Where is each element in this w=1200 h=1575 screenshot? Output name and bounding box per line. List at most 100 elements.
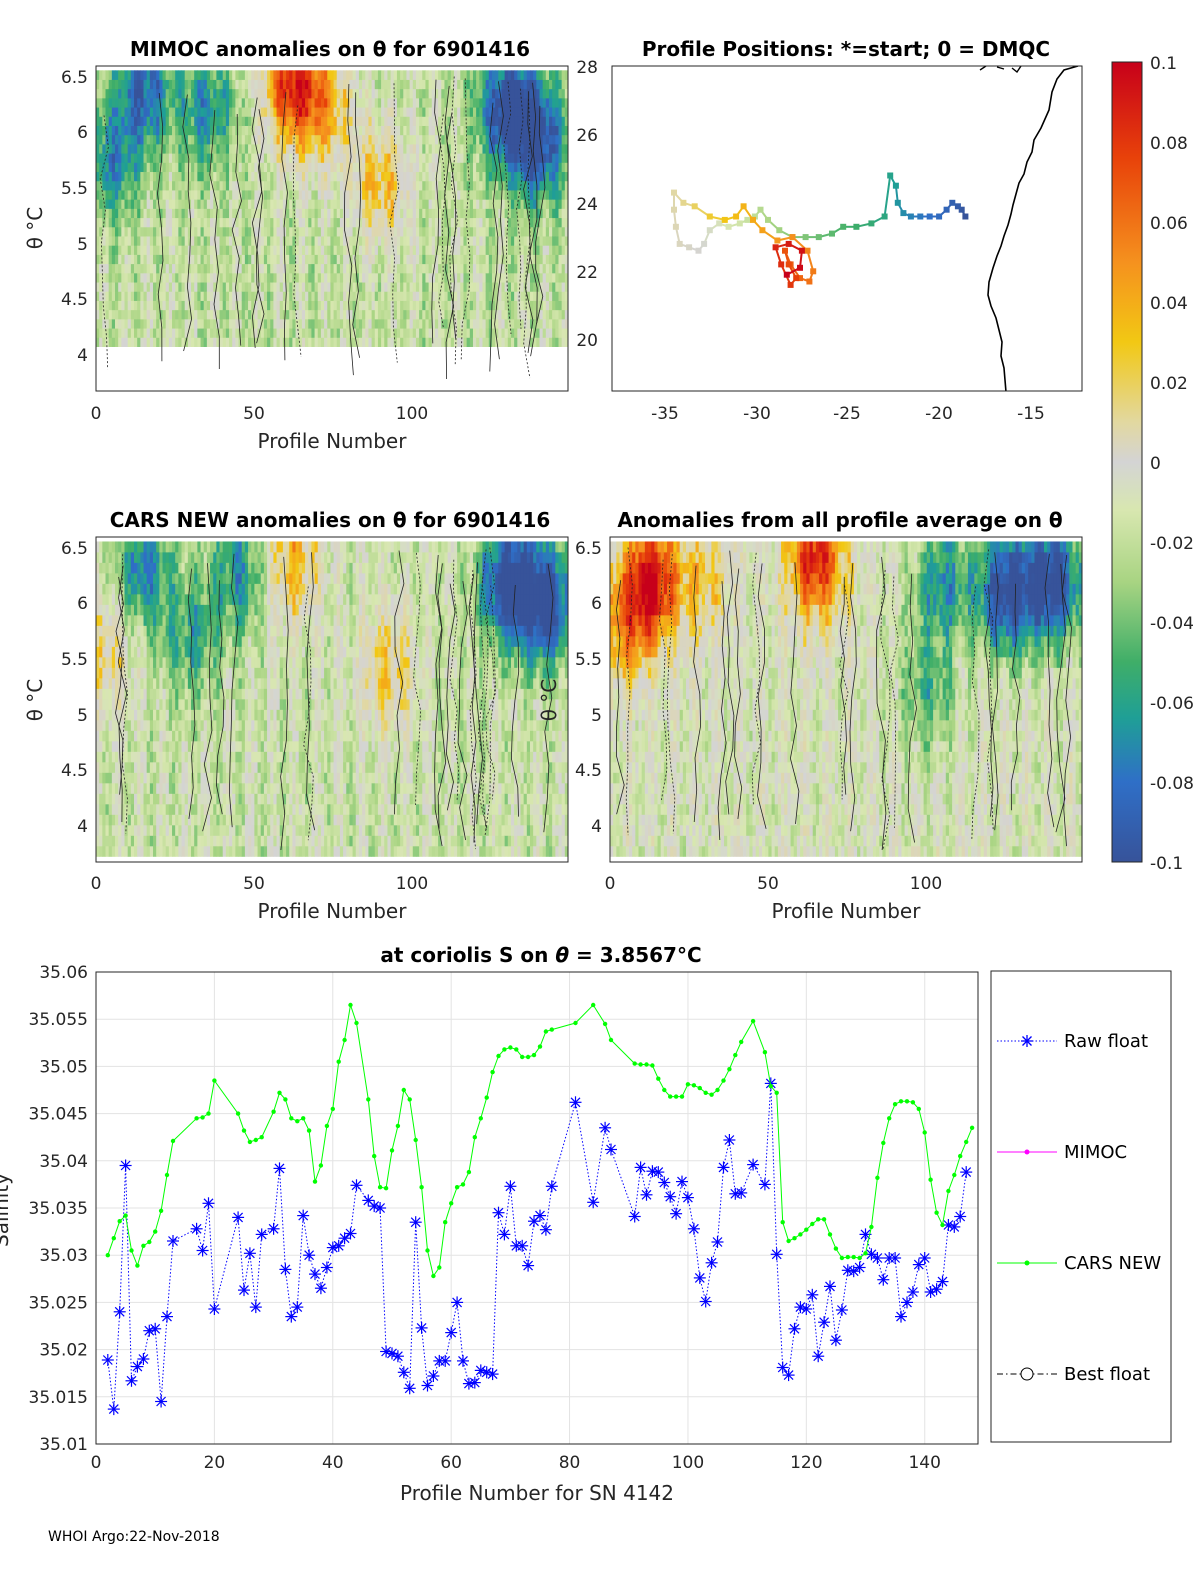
heatmap-cell <box>194 282 198 292</box>
heatmap-cell <box>146 254 151 265</box>
heatmap-cell <box>561 180 566 191</box>
heatmap-cell <box>289 309 293 320</box>
heatmap-cell <box>368 107 372 117</box>
heatmap-cell <box>121 153 125 163</box>
heatmap-cell <box>444 116 449 126</box>
contour-line <box>523 91 534 353</box>
heatmap-cell <box>320 337 325 347</box>
heatmap-cell <box>466 125 471 136</box>
heatmap-cell <box>469 97 474 108</box>
heatmap-cell <box>501 236 506 246</box>
heatmap-cell <box>282 226 287 237</box>
heatmap-cell <box>187 318 192 329</box>
heatmap-cell <box>146 236 151 246</box>
heatmap-cell <box>115 635 119 647</box>
heatmap-cell <box>362 254 366 265</box>
heatmap-cell <box>232 226 236 237</box>
heatmap-cell <box>115 761 119 773</box>
heatmap-cell <box>102 761 106 773</box>
heatmap-cell <box>219 125 224 136</box>
heatmap-cell <box>358 291 363 301</box>
heatmap-cell <box>343 318 347 329</box>
heatmap-cell <box>504 88 509 99</box>
heatmap-cell <box>140 162 144 173</box>
heatmap-cell <box>200 107 205 117</box>
heatmap-cell <box>178 309 182 320</box>
heatmap-cell <box>444 125 449 136</box>
heatmap-cell <box>555 144 559 154</box>
heatmap-cell <box>377 199 382 209</box>
heatmap-cell <box>457 97 461 108</box>
heatmap-cell <box>206 236 211 246</box>
profile-position-marker <box>757 206 764 213</box>
heatmap-cell <box>118 153 122 163</box>
heatmap-cell <box>102 656 106 668</box>
heatmap-cell <box>248 199 252 209</box>
heatmap-cell <box>260 107 265 117</box>
heatmap-cell <box>244 245 249 255</box>
heatmap-cell <box>564 282 568 292</box>
heatmap-cell <box>108 245 113 255</box>
heatmap-cell <box>153 144 157 154</box>
heatmap-cell <box>476 79 480 90</box>
heatmap-cell <box>241 70 246 80</box>
heatmap-cell <box>415 208 420 219</box>
heatmap-cell <box>415 300 420 311</box>
heatmap-cell <box>504 125 509 136</box>
heatmap-cell <box>146 79 151 90</box>
heatmap-cell <box>232 309 236 320</box>
heatmap-cell <box>336 254 341 265</box>
heatmap-cell <box>520 97 525 108</box>
heatmap-cell <box>564 254 568 265</box>
heatmap-cell <box>282 88 287 99</box>
heatmap-cell <box>251 217 255 228</box>
profile-position-marker <box>671 206 677 213</box>
heatmap-cell <box>121 604 125 616</box>
heatmap-cell <box>172 144 176 154</box>
heatmap-cell <box>469 180 474 191</box>
heatmap-cell <box>165 337 170 347</box>
heatmap-cell <box>422 134 426 145</box>
heatmap-cell <box>406 134 411 145</box>
heatmap-cell <box>482 107 487 117</box>
heatmap-cell <box>134 134 138 145</box>
heatmap-cell <box>254 217 258 228</box>
heatmap-cell <box>450 309 455 320</box>
heatmap-cell <box>187 282 192 292</box>
heatmap-cell <box>460 272 464 283</box>
heatmap-cell <box>317 70 322 80</box>
heatmap-cell <box>99 845 103 857</box>
heatmap-cell <box>355 328 360 338</box>
heatmap-cell <box>168 134 173 145</box>
heatmap-cell <box>111 751 116 763</box>
heatmap-cell <box>248 263 252 274</box>
heatmap-cell <box>343 162 347 173</box>
heatmap-cell <box>232 162 236 173</box>
heatmap-cell <box>235 199 239 209</box>
heatmap-cell <box>210 318 214 329</box>
heatmap-cell <box>301 291 306 301</box>
heatmap-cell <box>343 263 347 274</box>
heatmap-cell <box>102 677 106 689</box>
heatmap-cell <box>355 272 360 283</box>
heatmap-cell <box>406 245 411 255</box>
heatmap-cell <box>387 70 392 80</box>
heatmap-cell <box>441 309 445 320</box>
heatmap-cell <box>311 309 315 320</box>
heatmap-cell <box>495 236 499 246</box>
heatmap-cell <box>453 328 458 338</box>
heatmap-cell <box>232 337 236 347</box>
heatmap-cell <box>96 300 100 311</box>
heatmap-cell <box>292 116 296 126</box>
heatmap-cell <box>108 309 113 320</box>
heatmap-cell <box>365 134 369 145</box>
heatmap-cell <box>305 309 309 320</box>
heatmap-cell <box>295 236 300 246</box>
heatmap-cell <box>485 337 490 347</box>
heatmap-cell <box>225 107 230 117</box>
heatmap-cell <box>529 282 534 292</box>
heatmap-cell <box>317 162 322 173</box>
heatmap-cell <box>197 328 201 338</box>
heatmap-cell <box>118 604 122 616</box>
heatmap-cell <box>184 337 189 347</box>
